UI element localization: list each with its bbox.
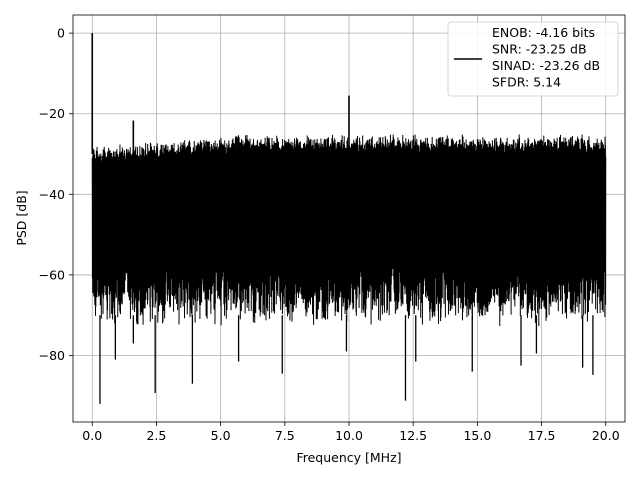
x-tick-label: 17.5 [528,428,556,443]
x-axis-ticks: 0.0 2.5 5.0 7.5 10.0 12.5 15.0 17.5 20.0 [82,422,620,443]
y-tick-label: −80 [39,348,65,363]
psd-trace [91,134,607,327]
x-axis-label: Frequency [MHz] [296,450,401,465]
y-tick-label: −20 [39,106,65,121]
x-tick-label: 2.5 [146,428,166,443]
y-axis-label: PSD [dB] [14,190,29,245]
y-tick-label: −60 [39,267,65,282]
x-tick-label: 10.0 [335,428,363,443]
psd-series [91,33,607,404]
x-tick-label: 15.0 [463,428,491,443]
x-tick-label: 7.5 [275,428,295,443]
legend-box [447,21,619,97]
y-tick-label: 0 [57,26,65,41]
x-tick-label: 20.0 [592,428,620,443]
y-axis-ticks: 0 −20 −40 −60 −80 [39,26,73,363]
x-tick-label: 12.5 [399,428,427,443]
legend-entry: SFDR: 5.14 [492,75,561,90]
legend-entry: SNR: -23.25 dB [492,42,587,57]
x-tick-label: 0.0 [82,428,102,443]
legend-entry: SINAD: -23.26 dB [492,58,600,73]
legend-entry: ENOB: -4.16 bits [492,25,595,40]
x-tick-label: 5.0 [211,428,231,443]
y-tick-label: −40 [39,187,65,202]
